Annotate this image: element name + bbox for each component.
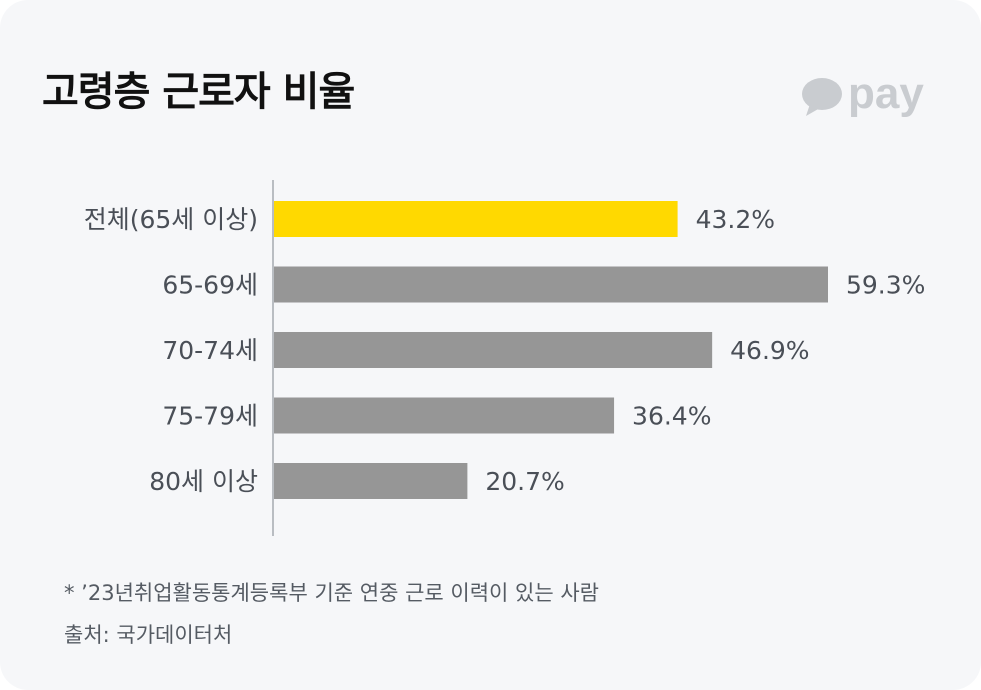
value-label: 36.4% [632,402,711,431]
value-label: 43.2% [696,205,775,234]
category-label: 75-79세 [162,402,258,431]
value-label: 59.3% [846,271,925,300]
bar [274,463,468,499]
category-label: 70-74세 [162,336,258,365]
page-title: 고령층 근로자 비율 [42,69,355,115]
category-label: 전체(65세 이상) [84,205,258,234]
brand-logo: pay [800,70,950,126]
bar [274,266,828,303]
bars-group: 전체(65세 이상) 43.2% 65-69세 59.3% 70-74세 46.9% 75-… [84,201,925,499]
value-label: 46.9% [730,336,809,365]
bar [274,397,615,434]
source-note: 출처: 국가데이터처 [64,623,233,647]
speech-bubble-icon [802,78,842,116]
category-label: 80세 이상 [149,467,258,496]
footnote: * ’23년취업활동통계등록부 기준 연중 근로 이력이 있는 사람 [64,581,599,605]
category-label: 65-69세 [162,271,258,300]
bar [274,332,713,368]
bar [274,201,678,237]
brand-text: pay [848,70,924,118]
value-label: 20.7% [485,467,564,496]
